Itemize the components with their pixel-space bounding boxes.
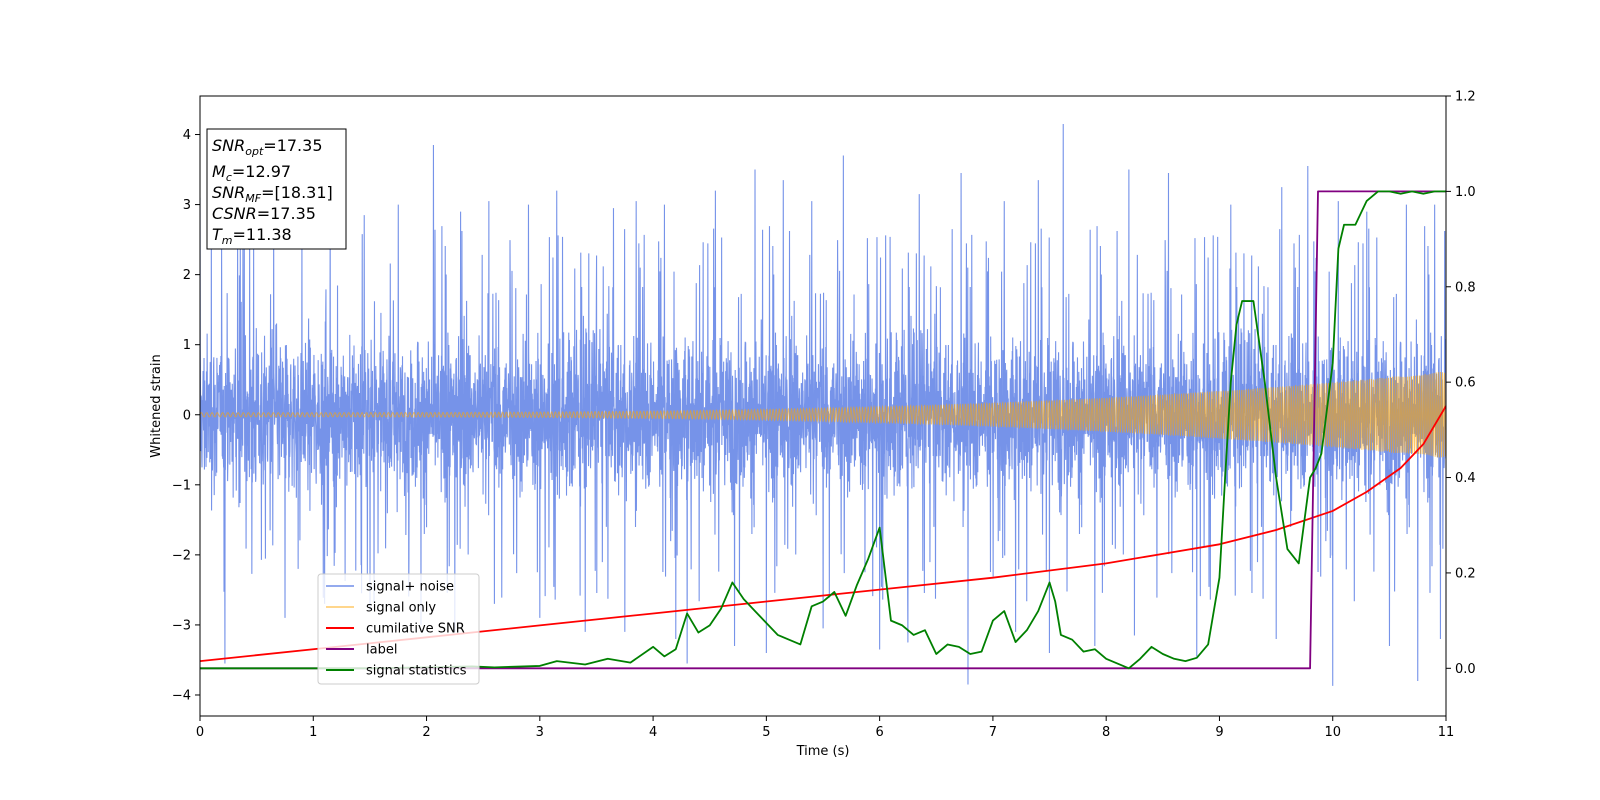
x-tick-label: 0: [196, 725, 204, 740]
y-tick-label: 4: [183, 128, 191, 143]
annotation-frame: [206, 128, 347, 250]
x-tick-label: 7: [989, 725, 997, 740]
series-layer: [200, 124, 1446, 686]
axes-layer: 0 1 2 3 4 5 6 7 8 9 10 11 −4 −3 −2 −1 0 1 2 3 4 0.0 0.2 0.4 0.6 0…: [172, 90, 1476, 741]
annotation-subscript: c: [226, 171, 232, 184]
annotation-symbol: T: [212, 225, 223, 244]
y2-tick-label: 0.8: [1455, 280, 1476, 295]
legend-frame: [317, 573, 480, 685]
annotation-value: =17.35: [263, 136, 322, 155]
series-signal-only-line: [200, 372, 1446, 458]
y2-tick-label: 1.2: [1455, 90, 1476, 105]
plot-frame: [199, 95, 1447, 717]
legend-label: label: [366, 643, 397, 658]
annotation-line: CSNR=17.35: [212, 204, 316, 223]
annotation-line: Tm=11.38: [212, 225, 292, 247]
annotation-value: =11.38: [233, 225, 292, 244]
x-tick-label: 8: [1102, 725, 1110, 740]
y-tick-label: 1: [183, 338, 191, 353]
x-tick-label: 3: [536, 725, 544, 740]
annotation-symbol: M: [212, 162, 226, 181]
legend-label: cumilative SNR: [366, 622, 465, 637]
series-signal-statistics-line: [200, 190, 1446, 670]
x-tick-label: 9: [1215, 725, 1223, 740]
y2-tick-label: 0.0: [1455, 662, 1476, 677]
y-tick-label: −1: [172, 478, 191, 493]
annotation-box: SNRopt=17.35Mc=12.97SNRMF=[18.31]CSNR=17…: [206, 128, 347, 250]
annotation-symbol: SNR: [212, 183, 245, 202]
y-tick-label: 2: [183, 268, 191, 283]
y-axis-label: Whitened strain: [149, 354, 164, 457]
y-tick-label: 0: [183, 408, 191, 423]
annotation-line: SNRMF=[18.31]: [212, 183, 333, 205]
y-tick-label: −4: [172, 688, 191, 703]
annotation-line: SNRopt=17.35: [212, 136, 323, 158]
annotation-value: =[18.31]: [261, 183, 333, 202]
y2-tick-label: 1.0: [1455, 185, 1476, 200]
x-tick-label: 10: [1324, 725, 1341, 740]
series-cumilative-snr-line: [200, 405, 1446, 663]
annotation-subscript: opt: [245, 145, 264, 158]
y-tick-label: −2: [172, 548, 191, 563]
y2-tick-label: 0.4: [1455, 471, 1476, 486]
x-axis-label: Time (s): [796, 744, 850, 759]
x-tick-label: 1: [309, 725, 317, 740]
legend-label: signal+ noise: [366, 580, 454, 595]
y2-tick-label: 0.2: [1455, 566, 1476, 581]
y2-tick-label: 0.6: [1455, 376, 1476, 391]
annotation-line: Mc=12.97: [212, 162, 291, 184]
annotation-value: =12.97: [232, 162, 291, 181]
annotation-symbol: SNR: [212, 136, 245, 155]
annotation-subscript: m: [222, 234, 233, 247]
x-tick-label: 6: [875, 725, 883, 740]
legend-label: signal statistics: [366, 664, 467, 679]
x-tick-label: 5: [762, 725, 770, 740]
x-tick-label: 11: [1438, 725, 1455, 740]
legend-label: signal only: [366, 601, 436, 616]
legend: signal+ noise signal only cumilative SNR la…: [317, 573, 480, 685]
annotation-symbol: CSNR: [212, 204, 257, 223]
annotation-value: =17.35: [257, 204, 316, 223]
series-signal-noise-line: [200, 124, 1446, 686]
y-tick-label: −3: [172, 618, 191, 633]
annotation-subscript: MF: [245, 192, 261, 205]
x-tick-label: 2: [422, 725, 430, 740]
x-tick-label: 4: [649, 725, 657, 740]
y-tick-label: 3: [183, 198, 191, 213]
